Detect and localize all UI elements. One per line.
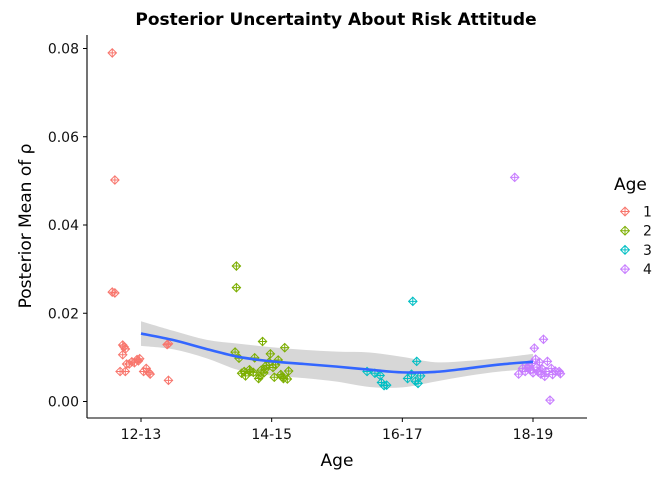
- y-ticks: 0.00 0.02 0.04 0.06 0.08: [48, 42, 87, 411]
- legend-key-3: [619, 244, 631, 256]
- data-point-age-1: [163, 375, 174, 386]
- data-point-age-1: [119, 341, 129, 352]
- x-tick-label: 16-17: [382, 427, 423, 443]
- x-tick-label: 12-13: [121, 427, 162, 443]
- data-point-age-4: [538, 334, 549, 345]
- legend-label: 4: [643, 262, 652, 278]
- data-point-age-2: [279, 342, 290, 353]
- y-axis-title: Posterior Mean of ρ: [16, 144, 36, 309]
- legend-label: 1: [643, 205, 652, 221]
- data-point-age-2: [231, 282, 242, 293]
- confidence-band: [141, 321, 534, 388]
- y-tick-label: 0.02: [48, 306, 79, 322]
- legend-label: 2: [643, 224, 652, 240]
- data-point-age-3: [407, 296, 418, 307]
- data-point-age-2: [265, 348, 276, 359]
- data-point-age-4: [528, 367, 538, 378]
- legend-key-4: [619, 263, 631, 275]
- legend-key-1: [619, 206, 631, 217]
- data-point-age-2: [240, 370, 251, 381]
- data-point-age-1: [120, 366, 131, 377]
- data-point-age-1: [107, 48, 118, 58]
- y-tick-label: 0.08: [48, 42, 79, 58]
- data-point-age-2: [248, 367, 259, 378]
- data-point-age-2: [282, 374, 293, 384]
- data-point-age-3: [381, 380, 392, 391]
- data-point-age-2: [257, 336, 268, 347]
- data-point-age-1: [109, 175, 120, 185]
- legend-title: Age: [614, 175, 647, 195]
- legend-key-2: [619, 225, 631, 236]
- y-tick-label: 0.04: [48, 218, 79, 234]
- data-point-age-4: [545, 395, 555, 406]
- data-point-age-3: [410, 376, 421, 387]
- x-axis-title: Age: [321, 451, 354, 471]
- data-point-age-1: [109, 288, 120, 298]
- data-point-age-1: [163, 338, 174, 349]
- data-point-age-4: [509, 172, 520, 183]
- smooth-line: [140, 332, 534, 374]
- confidence-band-layer: [141, 321, 534, 388]
- data-point-age-4: [513, 369, 524, 380]
- y-tick-label: 0.06: [48, 130, 79, 146]
- y-tick-label: 0.00: [48, 395, 79, 411]
- data-point-age-4: [555, 368, 566, 379]
- data-point-age-4: [534, 357, 545, 368]
- data-point-age-2: [269, 372, 280, 383]
- legend: Age 1 2 3 4: [614, 175, 652, 278]
- points-layer: [107, 48, 566, 406]
- data-point-age-1: [145, 369, 156, 380]
- data-point-age-4: [542, 356, 553, 367]
- data-point-age-4: [529, 343, 540, 354]
- data-point-age-2: [231, 261, 242, 271]
- chart-title: Posterior Uncertainty About Risk Attitud…: [135, 10, 536, 30]
- data-point-age-3: [411, 356, 422, 367]
- data-point-age-1: [134, 353, 145, 364]
- x-tick-label: 14-15: [251, 427, 292, 443]
- x-tick-label: 18-19: [513, 427, 554, 443]
- smooth-line-layer: [140, 332, 534, 374]
- x-ticks: 12-13 14-15 16-17 18-19: [121, 418, 554, 443]
- legend-label: 3: [643, 243, 652, 259]
- data-point-age-4: [539, 371, 550, 382]
- data-point-age-2: [283, 366, 294, 376]
